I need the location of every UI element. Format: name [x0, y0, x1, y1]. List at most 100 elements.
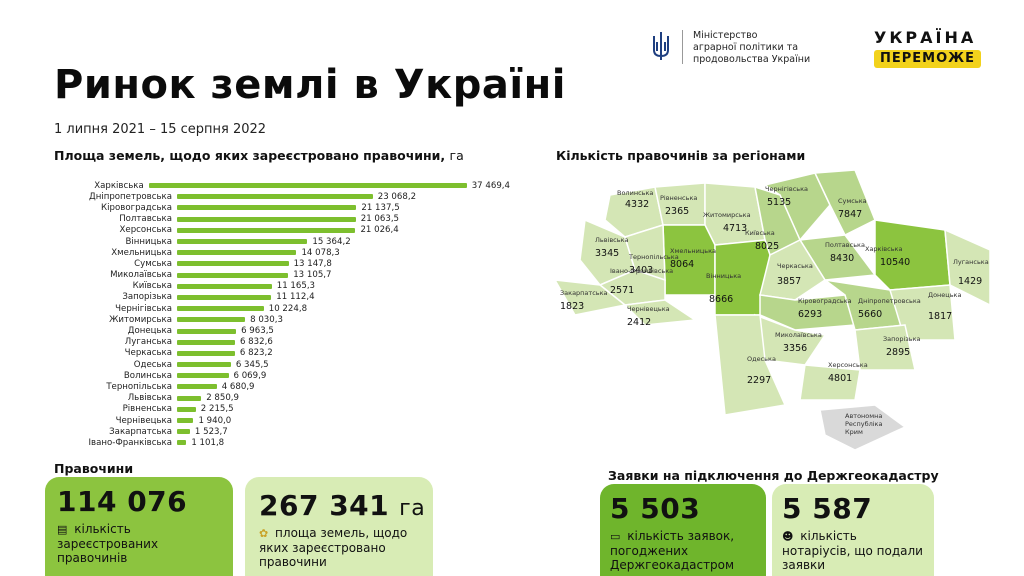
document-icon: ▤	[57, 523, 68, 536]
deals-heading: Правочини	[54, 461, 134, 476]
bar-category-label: Закарпатська	[109, 426, 172, 437]
map-region-value: 4713	[723, 223, 747, 234]
person-icon: ☻	[782, 530, 794, 543]
map-region-label: Чернігівська	[765, 185, 808, 193]
bar	[177, 205, 357, 211]
bar	[177, 306, 264, 312]
bar	[177, 317, 246, 323]
map-region-value: 3356	[783, 343, 807, 354]
bar-value-label: 6 069,9	[233, 370, 267, 381]
sprout-icon: ✿	[259, 527, 269, 540]
bar-value-label: 2 850,9	[206, 393, 239, 404]
bar-category-label: Волинська	[123, 370, 172, 381]
area-unit: га	[399, 496, 426, 521]
bar-category-label: Львівська	[127, 393, 172, 404]
bar-row: Київська 11 165,3	[50, 281, 510, 292]
computer-icon: ▭	[610, 530, 621, 543]
bar	[177, 384, 217, 390]
map-region-одеська	[714, 314, 787, 416]
bar-category-label: Донецька	[127, 326, 172, 337]
bar	[177, 395, 202, 401]
bar-value-label: 6 345,5	[235, 359, 269, 370]
bar-category-label: Дніпропетровська	[89, 191, 172, 202]
map-region-value: 5135	[767, 197, 791, 208]
bar-value-label: 21 137,5	[361, 202, 400, 213]
bar	[177, 440, 187, 446]
bar	[177, 216, 356, 222]
bar-value-label: 13 147,8	[293, 258, 332, 269]
map-region-рівненська	[654, 182, 706, 226]
map-region-label: Вінницька	[706, 272, 741, 280]
bar-value-label: 2 215,5	[200, 404, 234, 415]
bar-category-label: Чернівецька	[115, 415, 172, 426]
map-region-label: Чернівецька	[627, 305, 670, 313]
map-region-label: Харківська	[865, 245, 902, 253]
map-region-value: 2365	[665, 206, 689, 217]
applications-description: кількість заявок, погоджених Держгеокада…	[610, 529, 735, 572]
map-region-label: Донецька	[928, 291, 961, 299]
bar-category-label: Херсонська	[119, 225, 172, 236]
bar-value-label: 14 078,3	[301, 247, 340, 258]
bar-category-label: Тернопільська	[106, 381, 172, 392]
map-region-value: 4332	[625, 199, 649, 210]
bar	[177, 339, 235, 345]
bar-category-label: Кіровоградська	[101, 202, 172, 213]
bar-category-label: Вінницька	[125, 236, 172, 247]
deals-card: 114 076 ▤ кількість зареєстрованих право…	[45, 477, 233, 576]
area-card: 267 341 га ✿ площа земель, щодо яких заре…	[245, 477, 433, 576]
bar-value-label: 13 105,7	[293, 270, 332, 281]
bar	[177, 406, 196, 412]
bar-row: Херсонська 21 026,4	[50, 225, 510, 236]
bar-value-label: 1 940,0	[198, 415, 232, 426]
bar-category-label: Сумська	[134, 258, 172, 269]
map-region-value: 1429	[958, 276, 982, 287]
map-region-value: 8666	[709, 294, 733, 305]
notaries-description: кількість нотаріусів, що подали заявки	[782, 529, 923, 572]
ministry-divider	[682, 30, 683, 64]
bar-row: Івано-Франківська 1 101,8	[50, 437, 510, 448]
bar	[177, 239, 308, 245]
map-region-label: Полтавська	[825, 241, 865, 249]
bar-row: Тернопільська 4 680,9	[50, 381, 510, 392]
map-region-луганська	[944, 228, 991, 307]
map-region-value: 6293	[798, 309, 822, 320]
map-region-value: 8430	[830, 253, 854, 264]
map-region-label: Сумська	[838, 197, 867, 205]
map-region-value: 8064	[670, 259, 694, 270]
bar-row: Кіровоградська 21 137,5	[50, 202, 510, 213]
map-region-value: 3403	[629, 265, 653, 276]
ukraine-regions-map: Волинська 4332 Рівненська 2365 Чернігівська 5…	[555, 169, 991, 450]
bar-row: Чернівецька 1 940,0	[50, 415, 510, 426]
bar-category-label: Харківська	[94, 180, 144, 191]
map-region-value: 1823	[560, 301, 584, 312]
map-region-чернівецька	[623, 299, 698, 326]
bar-category-label: Одеська	[133, 359, 172, 370]
bar-category-label: Запорізька	[122, 292, 172, 303]
requests-heading: Заявки на підключення до Держгеокадастру	[608, 468, 939, 483]
map-region-label: Республіка	[845, 420, 882, 428]
bar-row: Одеська 6 345,5	[50, 359, 510, 370]
bar-row: Донецька 6 963,5	[50, 325, 510, 336]
bar	[177, 373, 229, 379]
applications-card: 5 503 ▭ кількість заявок, погоджених Дер…	[600, 484, 766, 576]
map-region-чернігівська	[763, 172, 831, 242]
map-region-черкаська	[759, 239, 827, 301]
bar-value-label: 6 832,6	[239, 337, 273, 348]
map-region-value: 2895	[886, 347, 910, 358]
bar-value-label: 8 030,3	[250, 314, 283, 325]
map-region-label: Миколаївська	[775, 331, 822, 339]
bar-row: Хмельницька 14 078,3	[50, 247, 510, 258]
area-chart-heading: Площа земель, щодо яких зареєстровано пр…	[54, 148, 464, 163]
applications-count: 5 503	[610, 492, 701, 525]
regions-map-heading: Кількість правочинів за регіонами	[556, 148, 806, 163]
map-region-label: Закарпатська	[560, 289, 608, 297]
bar-category-label: Рівненська	[122, 404, 172, 415]
map-region-value: 7847	[838, 209, 862, 220]
map-region-value: 2571	[610, 285, 634, 296]
map-region-value: 1817	[928, 311, 952, 322]
bar-value-label: 21 026,4	[360, 225, 399, 236]
map-region-label: Житомирська	[703, 211, 751, 219]
logo-bottom-text: ПЕРЕМОЖЕ	[874, 50, 981, 68]
page-title: Ринок землі в Україні	[54, 62, 566, 108]
map-region-label: Одеська	[747, 355, 776, 363]
